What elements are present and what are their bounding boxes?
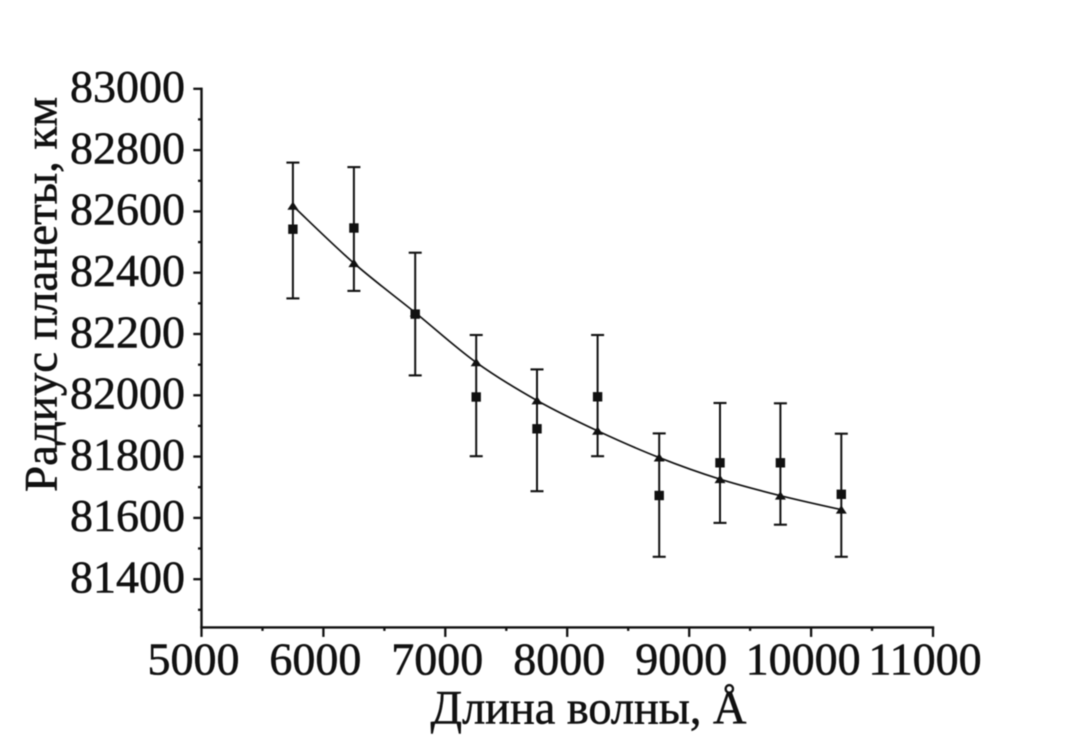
svg-text:81800: 81800 xyxy=(70,429,185,480)
svg-text:82800: 82800 xyxy=(70,122,185,173)
svg-text:82000: 82000 xyxy=(70,368,185,419)
svg-text:7000: 7000 xyxy=(391,634,483,685)
svg-text:Длина волны, Å: Длина волны, Å xyxy=(431,682,747,735)
svg-text:9000: 9000 xyxy=(635,634,727,685)
svg-text:8000: 8000 xyxy=(513,634,605,685)
svg-text:81600: 81600 xyxy=(70,490,185,541)
svg-text:5000: 5000 xyxy=(148,634,240,685)
svg-text:81400: 81400 xyxy=(70,552,185,603)
svg-text:82400: 82400 xyxy=(70,245,185,296)
svg-text:82200: 82200 xyxy=(70,306,185,357)
svg-text:82600: 82600 xyxy=(70,184,185,235)
svg-text:6000: 6000 xyxy=(269,634,361,685)
svg-text:83000: 83000 xyxy=(70,61,185,112)
svg-text:10000: 10000 xyxy=(746,634,861,685)
svg-text:Радиус планеты, км: Радиус планеты, км xyxy=(17,97,68,492)
svg-text:11000: 11000 xyxy=(868,634,981,685)
